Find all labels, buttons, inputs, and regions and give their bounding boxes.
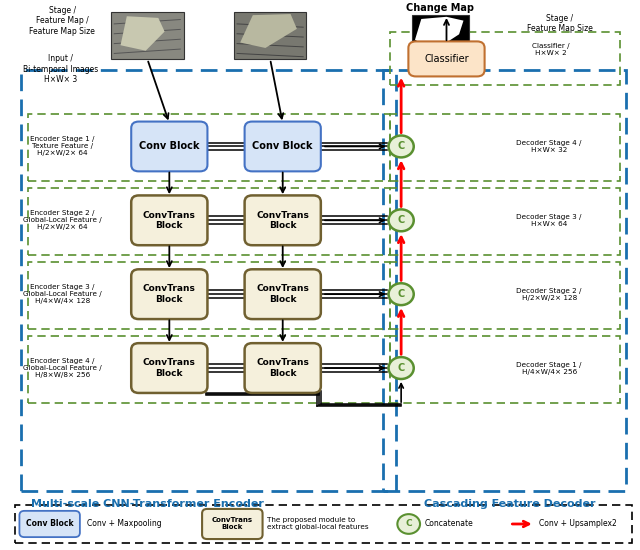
Text: Multi-scale CNN-Transformer Encoder: Multi-scale CNN-Transformer Encoder bbox=[31, 499, 264, 509]
Bar bbox=[383, 70, 626, 491]
Text: Decoder Stage 2 /
H/2×W/2× 128: Decoder Stage 2 / H/2×W/2× 128 bbox=[516, 288, 582, 301]
Text: C: C bbox=[397, 215, 404, 226]
Circle shape bbox=[388, 357, 413, 379]
Bar bbox=[390, 114, 620, 181]
FancyBboxPatch shape bbox=[202, 509, 262, 539]
Circle shape bbox=[388, 283, 413, 305]
Text: ConvTrans
Block: ConvTrans Block bbox=[256, 284, 309, 304]
Text: Concatenate: Concatenate bbox=[424, 520, 473, 529]
FancyBboxPatch shape bbox=[131, 122, 207, 172]
Circle shape bbox=[388, 135, 413, 157]
Text: ConvTrans
Block: ConvTrans Block bbox=[143, 359, 196, 378]
Text: Decoder Stage 4 /
H×W× 32: Decoder Stage 4 / H×W× 32 bbox=[516, 140, 582, 153]
FancyBboxPatch shape bbox=[131, 270, 207, 319]
Text: Conv Block: Conv Block bbox=[139, 141, 200, 151]
Bar bbox=[390, 31, 620, 85]
Polygon shape bbox=[240, 14, 297, 48]
FancyBboxPatch shape bbox=[131, 195, 207, 245]
FancyBboxPatch shape bbox=[408, 41, 484, 76]
Text: Encoder Stage 4 /
Global-Local Feature /
H/8×W/8× 256: Encoder Stage 4 / Global-Local Feature /… bbox=[23, 358, 102, 378]
Text: Stage /
Feature Map Size: Stage / Feature Map Size bbox=[527, 14, 593, 33]
Bar bbox=[390, 188, 620, 255]
Text: Classifier /
H×W× 2: Classifier / H×W× 2 bbox=[532, 42, 569, 56]
Bar bbox=[21, 70, 396, 491]
Text: Decoder Stage 1 /
H/4×W/4× 256: Decoder Stage 1 / H/4×W/4× 256 bbox=[516, 361, 582, 375]
Text: Conv + Upsamplex2: Conv + Upsamplex2 bbox=[539, 520, 617, 529]
FancyBboxPatch shape bbox=[244, 195, 321, 245]
Text: Stage /
Feature Map /
Feature Map Size: Stage / Feature Map / Feature Map Size bbox=[29, 6, 95, 36]
FancyBboxPatch shape bbox=[244, 122, 321, 172]
Text: Encoder Stage 1 /
Texture Feature /
H/2×W/2× 64: Encoder Stage 1 / Texture Feature / H/2×… bbox=[30, 136, 95, 156]
Bar bbox=[111, 13, 184, 59]
Bar bbox=[390, 336, 620, 403]
Bar bbox=[28, 262, 390, 329]
Bar bbox=[15, 505, 632, 543]
FancyBboxPatch shape bbox=[244, 270, 321, 319]
Bar bbox=[28, 114, 390, 181]
Text: Conv + Maxpooling: Conv + Maxpooling bbox=[88, 520, 162, 529]
Text: ConvTrans
Block: ConvTrans Block bbox=[256, 211, 309, 230]
Circle shape bbox=[388, 210, 413, 231]
Bar bbox=[28, 188, 390, 255]
Polygon shape bbox=[120, 16, 164, 51]
Bar bbox=[412, 15, 468, 56]
Text: C: C bbox=[397, 363, 404, 373]
Text: Input /
Bi-temporal Images
H×W× 3: Input / Bi-temporal Images H×W× 3 bbox=[23, 54, 98, 84]
FancyBboxPatch shape bbox=[131, 343, 207, 393]
Text: Change Map: Change Map bbox=[406, 3, 474, 13]
Text: Classifier: Classifier bbox=[424, 54, 469, 64]
Text: Encoder Stage 2 /
Global-Local Feature /
H/2×W/2× 64: Encoder Stage 2 / Global-Local Feature /… bbox=[23, 210, 102, 230]
FancyBboxPatch shape bbox=[244, 343, 321, 393]
Text: ConvTrans
Block: ConvTrans Block bbox=[143, 284, 196, 304]
Text: Conv Block: Conv Block bbox=[252, 141, 313, 151]
FancyBboxPatch shape bbox=[19, 511, 80, 537]
Circle shape bbox=[397, 514, 420, 534]
Text: C: C bbox=[397, 141, 404, 151]
Bar bbox=[234, 13, 307, 59]
Text: ConvTrans
Block: ConvTrans Block bbox=[212, 518, 253, 531]
Text: Decoder Stage 3 /
H×W× 64: Decoder Stage 3 / H×W× 64 bbox=[516, 214, 582, 227]
Text: ConvTrans
Block: ConvTrans Block bbox=[143, 211, 196, 230]
Polygon shape bbox=[415, 17, 463, 51]
Text: Conv Block: Conv Block bbox=[26, 520, 74, 529]
Bar bbox=[390, 262, 620, 329]
Text: C: C bbox=[397, 289, 404, 299]
Bar bbox=[28, 336, 390, 403]
Text: C: C bbox=[405, 520, 412, 529]
Text: The proposed module to
extract global-local features: The proposed module to extract global-lo… bbox=[267, 518, 369, 531]
Text: Cascading Feature Decoder: Cascading Feature Decoder bbox=[424, 499, 595, 509]
Text: ConvTrans
Block: ConvTrans Block bbox=[256, 359, 309, 378]
Text: Encoder Stage 3 /
Global-Local Feature /
H/4×W/4× 128: Encoder Stage 3 / Global-Local Feature /… bbox=[23, 284, 102, 304]
